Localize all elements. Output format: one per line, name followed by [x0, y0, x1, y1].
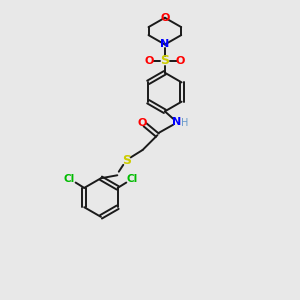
Text: H: H	[182, 118, 189, 128]
Text: Cl: Cl	[127, 174, 138, 184]
Text: O: O	[137, 118, 147, 128]
Text: Cl: Cl	[64, 174, 75, 184]
Text: S: S	[122, 154, 131, 167]
Text: O: O	[160, 13, 170, 23]
Text: O: O	[176, 56, 185, 66]
Text: S: S	[160, 54, 169, 67]
Text: O: O	[145, 56, 154, 66]
Text: N: N	[172, 117, 182, 127]
Text: N: N	[160, 40, 170, 50]
